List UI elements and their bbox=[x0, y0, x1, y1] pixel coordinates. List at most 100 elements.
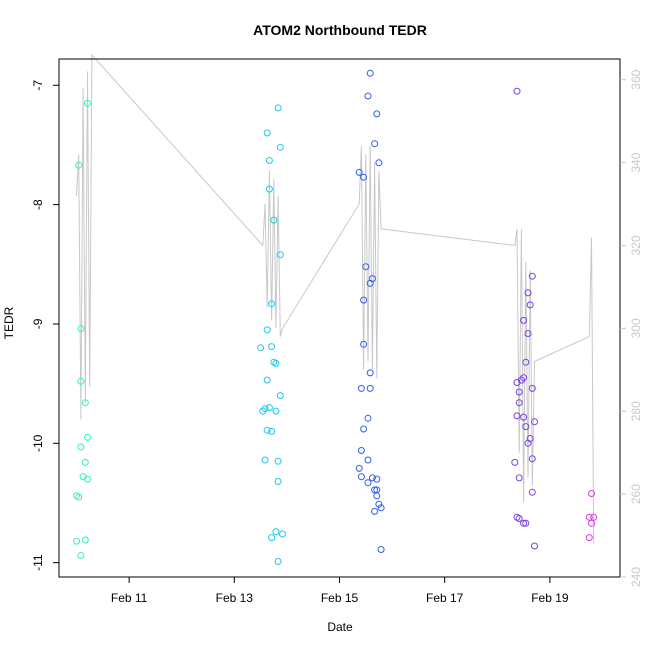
data-point bbox=[355, 464, 363, 472]
data-point bbox=[84, 99, 91, 107]
data-point bbox=[274, 457, 282, 465]
secondary-series-line bbox=[76, 53, 595, 544]
y-tick-label: -9 bbox=[31, 318, 45, 329]
data-point bbox=[84, 475, 91, 483]
data-point bbox=[377, 504, 385, 512]
data-point bbox=[524, 330, 532, 337]
data-point bbox=[265, 404, 273, 411]
data-point bbox=[268, 300, 276, 308]
data-point bbox=[81, 458, 89, 466]
y-tick-label: -11 bbox=[31, 554, 45, 571]
data-point bbox=[366, 384, 374, 392]
data-point bbox=[520, 413, 528, 421]
data-point bbox=[263, 426, 271, 434]
data-point bbox=[77, 325, 85, 333]
data-point bbox=[362, 263, 370, 271]
y2-tick-label: 240 bbox=[629, 567, 643, 587]
data-point bbox=[368, 474, 376, 482]
data-point bbox=[263, 326, 271, 334]
data-point bbox=[373, 492, 381, 500]
data-point bbox=[357, 473, 365, 481]
data-point bbox=[588, 490, 595, 497]
data-point bbox=[77, 377, 85, 385]
data-point bbox=[268, 534, 276, 542]
data-point bbox=[279, 530, 286, 538]
data-point bbox=[272, 407, 280, 415]
y2-tick-label: 280 bbox=[629, 401, 643, 421]
data-point bbox=[73, 537, 80, 545]
data-point bbox=[77, 443, 85, 451]
x-axis: Feb 11 Feb 13 Feb 15 Feb 17 Feb 19 bbox=[111, 577, 569, 605]
data-point bbox=[375, 500, 383, 508]
chart-title: ATOM2 Northbound TEDR bbox=[253, 22, 427, 38]
data-point bbox=[526, 301, 534, 309]
data-point bbox=[377, 546, 385, 553]
y2-tick-label: 260 bbox=[629, 484, 643, 504]
data-point bbox=[366, 279, 374, 287]
data-point bbox=[272, 528, 280, 536]
data-point bbox=[265, 157, 273, 164]
data-point bbox=[522, 358, 530, 366]
data-point bbox=[371, 486, 379, 494]
data-point bbox=[259, 407, 267, 415]
data-point bbox=[360, 173, 368, 181]
data-point bbox=[263, 376, 271, 384]
data-point bbox=[531, 542, 538, 550]
data-point bbox=[588, 519, 595, 527]
data-point bbox=[261, 456, 269, 464]
data-point bbox=[357, 384, 365, 392]
data-point bbox=[364, 456, 372, 464]
x-axis-label: Date bbox=[327, 620, 353, 634]
y-axis: -11 -10 -9 -8 -7 bbox=[31, 80, 59, 571]
data-point bbox=[366, 69, 374, 77]
data-point bbox=[520, 316, 528, 324]
data-point bbox=[81, 399, 89, 407]
data-point bbox=[524, 439, 532, 447]
data-point bbox=[276, 251, 284, 259]
x-tick-label: Feb 13 bbox=[216, 591, 254, 605]
data-point bbox=[272, 359, 280, 367]
x-tick-label: Feb 15 bbox=[321, 591, 359, 605]
data-point bbox=[513, 412, 521, 420]
x-tick-label: Feb 19 bbox=[531, 591, 569, 605]
data-point bbox=[84, 433, 91, 441]
y2-tick-label: 300 bbox=[629, 318, 643, 338]
data-point bbox=[276, 143, 284, 151]
data-point bbox=[371, 140, 379, 148]
data-point bbox=[257, 344, 265, 352]
data-point bbox=[513, 379, 521, 386]
data-point bbox=[515, 515, 523, 522]
data-point bbox=[528, 384, 536, 392]
data-point bbox=[520, 519, 528, 527]
points-layer bbox=[73, 69, 598, 565]
data-point bbox=[261, 405, 269, 413]
data-point bbox=[364, 414, 372, 422]
secondary-line-layer bbox=[76, 53, 595, 544]
data-point bbox=[274, 104, 282, 112]
y2-tick-label: 360 bbox=[629, 69, 643, 89]
data-point bbox=[515, 474, 523, 482]
data-point bbox=[360, 296, 368, 304]
data-point bbox=[585, 534, 593, 542]
data-point bbox=[360, 425, 368, 433]
data-point bbox=[522, 519, 530, 527]
data-point bbox=[75, 493, 83, 501]
data-point bbox=[511, 458, 519, 466]
y2-tick-label: 320 bbox=[629, 235, 643, 255]
x-tick-label: Feb 11 bbox=[111, 591, 148, 605]
data-point bbox=[371, 507, 379, 515]
data-point bbox=[528, 272, 536, 280]
y-tick-label: -8 bbox=[31, 199, 45, 210]
data-point bbox=[524, 289, 532, 297]
data-point bbox=[366, 369, 374, 377]
data-point bbox=[373, 110, 381, 118]
data-point bbox=[373, 475, 381, 483]
data-point bbox=[77, 552, 85, 559]
data-point bbox=[75, 161, 83, 169]
data-point bbox=[528, 455, 536, 463]
data-point bbox=[276, 392, 284, 400]
data-point bbox=[515, 388, 523, 396]
data-point bbox=[274, 478, 282, 485]
data-point bbox=[528, 488, 536, 496]
